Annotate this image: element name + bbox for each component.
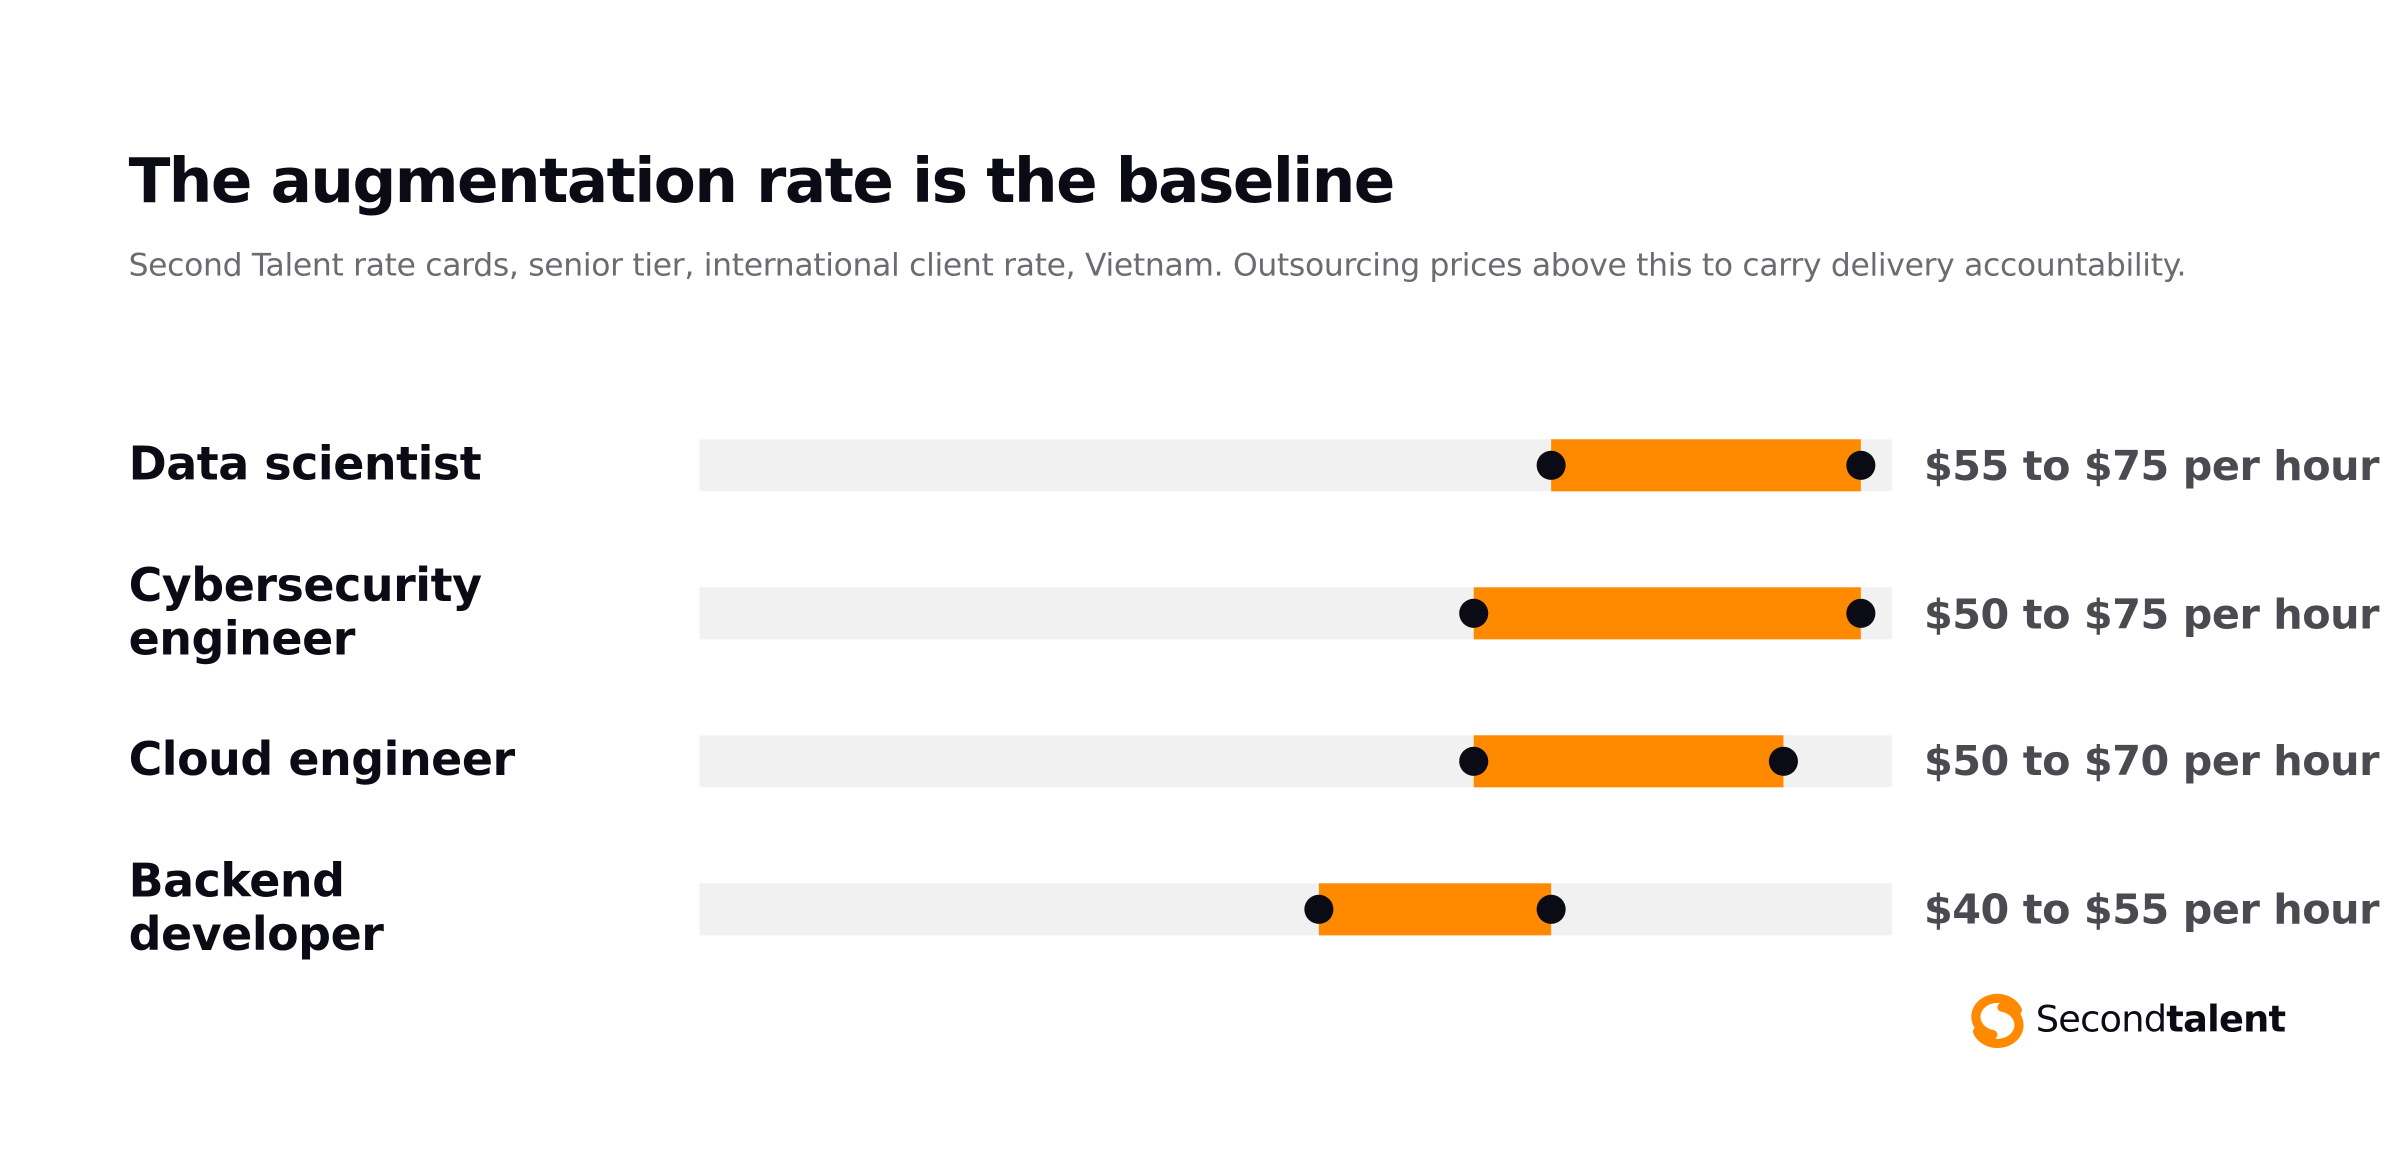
high-dot [1768, 746, 1798, 776]
value-label: $50 to $75 per hour [1923, 591, 2380, 639]
category-label: Cloud engineer [128, 734, 516, 788]
range-bar [1318, 883, 1552, 936]
category-label: Cybersecurity engineer [128, 559, 482, 667]
range-bar [1551, 439, 1861, 492]
chart-subtitle: Second Talent rate cards, senior tier, i… [128, 246, 2187, 284]
low-dot [1536, 450, 1566, 480]
low-dot [1459, 598, 1489, 628]
high-dot [1536, 894, 1566, 924]
high-dot [1846, 450, 1876, 480]
chart-title: The augmentation rate is the baseline [128, 146, 1396, 218]
high-dot [1846, 598, 1876, 628]
track [699, 883, 1892, 936]
value-label: $50 to $70 per hour [1923, 739, 2380, 787]
brand-light: Second [2035, 997, 2167, 1041]
low-dot [1304, 894, 1334, 924]
range-bar [1473, 587, 1861, 640]
category-label: Data scientist [128, 438, 482, 492]
value-label: $40 to $55 per hour [1923, 887, 2380, 935]
brand-icon [1971, 993, 2024, 1049]
value-label: $55 to $75 per hour [1923, 443, 2380, 491]
low-dot [1459, 746, 1489, 776]
brand-bold: talent [2166, 997, 2286, 1041]
brand-name: Secondtalent [2036, 998, 2286, 1041]
range-bar [1473, 735, 1784, 788]
category-label: Backend developer [128, 855, 384, 963]
